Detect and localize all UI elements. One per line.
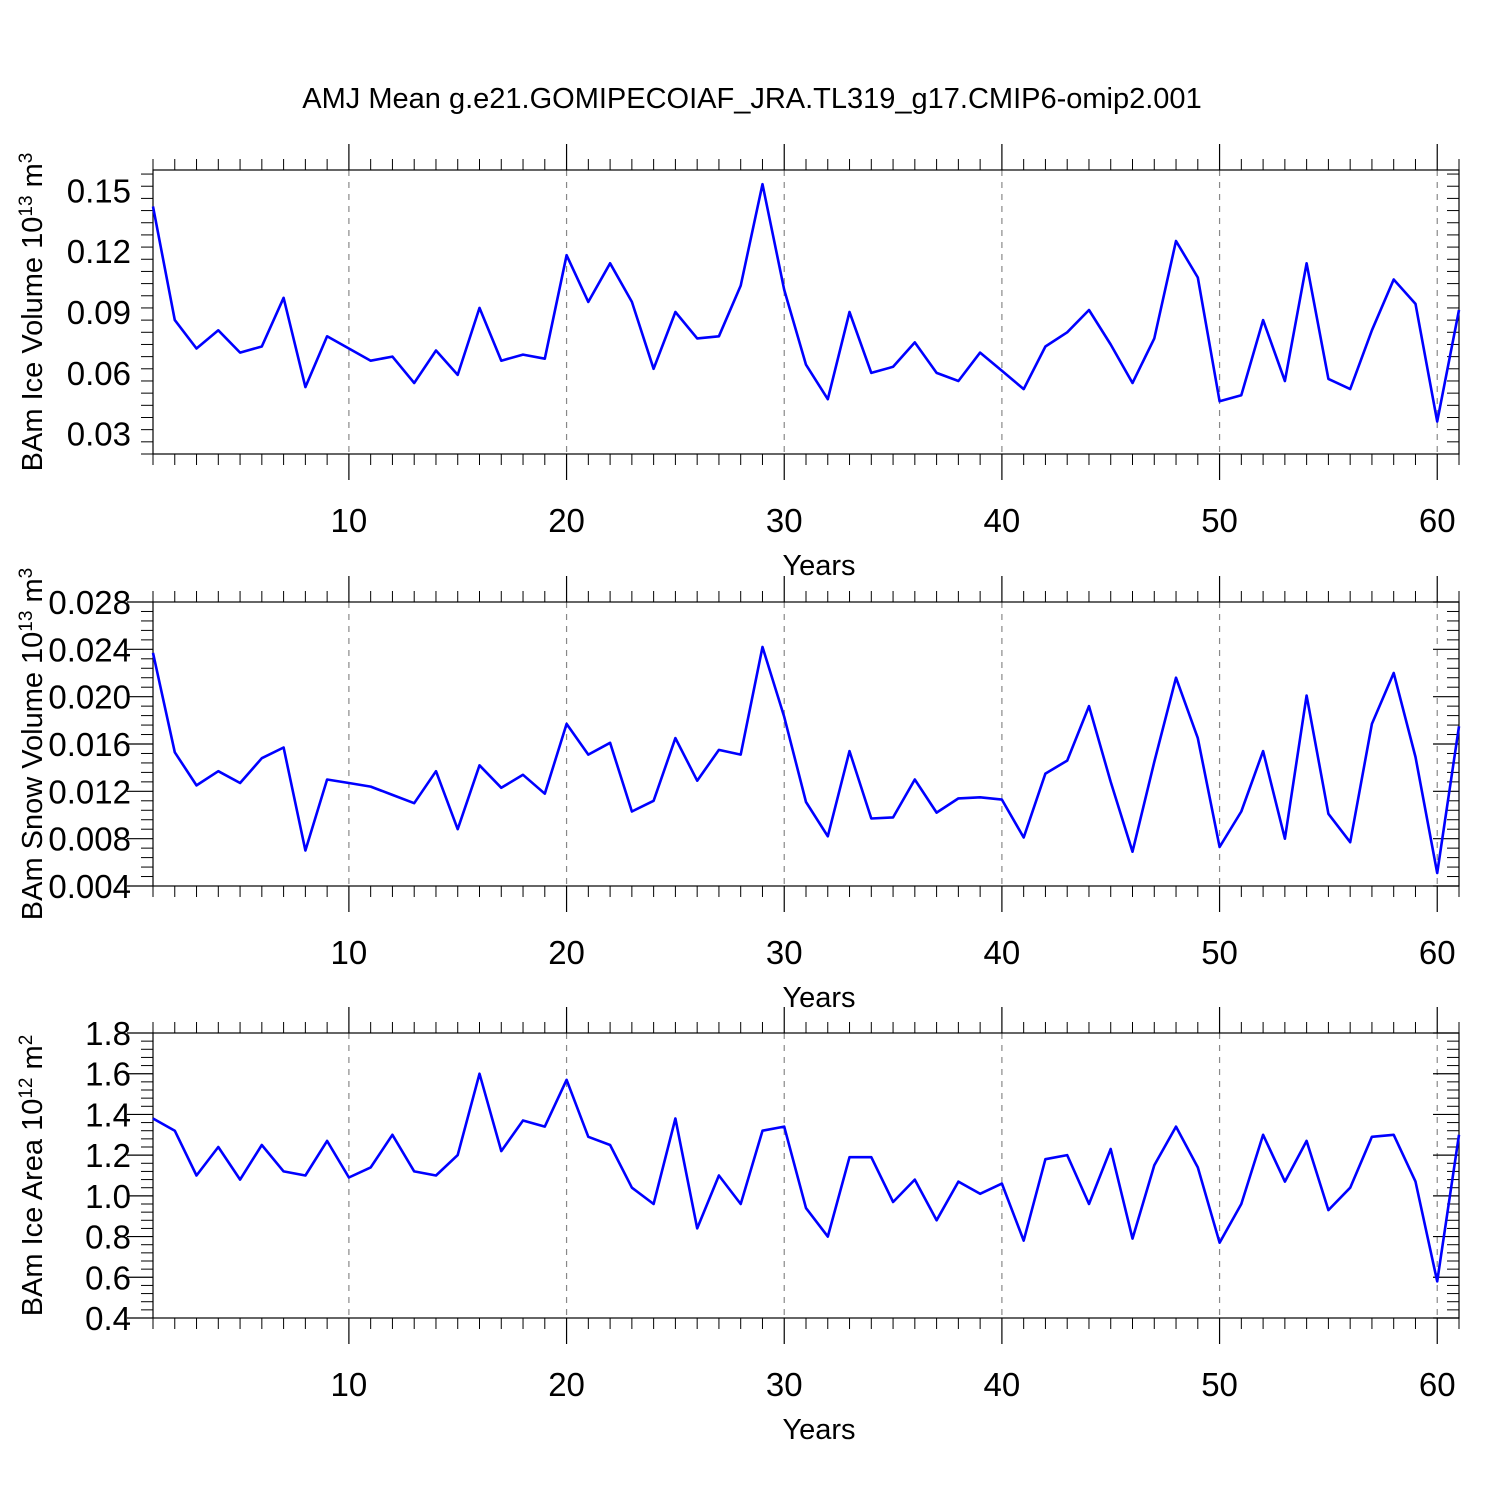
x-tick-label: 30 bbox=[766, 934, 803, 971]
panel-3: 0.4 0.60.8 1.0 1.2 1.41.6 1.8 10 20 30 40 50 60 Year… bbox=[16, 1007, 1461, 1446]
y-tick-label: 0.004 bbox=[48, 868, 131, 905]
y-tick-label: 0.06 bbox=[67, 355, 131, 392]
y-tick-label: 0.03 bbox=[67, 416, 131, 453]
y-tick-label: 1.0 bbox=[85, 1178, 131, 1215]
y-tick-label: 0.020 bbox=[48, 679, 131, 716]
y-tick-label: 0.008 bbox=[48, 821, 131, 858]
x-tick-label: 40 bbox=[984, 1366, 1021, 1403]
x-tick-label: 30 bbox=[766, 502, 803, 539]
y-tick-label: 1.8 bbox=[85, 1015, 131, 1052]
x-tick-label: 20 bbox=[548, 502, 585, 539]
x-axis-title: Years bbox=[782, 1414, 855, 1446]
x-axis-title: Years bbox=[782, 982, 855, 1014]
x-tick-label: 40 bbox=[984, 934, 1021, 971]
x-tick-label: 50 bbox=[1201, 1366, 1238, 1403]
series-line-1 bbox=[152, 1072, 1461, 1283]
y-axis-title: BAm Ice Area 1012 m2 bbox=[16, 1035, 50, 1317]
y-tick-label: 0.12 bbox=[67, 233, 131, 270]
y-tick-label: 0.028 bbox=[48, 584, 131, 621]
y-tick-label: 0.6 bbox=[85, 1259, 131, 1296]
x-tick-label: 60 bbox=[1419, 502, 1456, 539]
panel-1: 0.03 0.06 0.09 0.12 0.15 10 20 30 40 50 60 Years BAm… bbox=[16, 144, 1461, 582]
y-tick-label: 0.016 bbox=[48, 726, 131, 763]
x-tick-label: 10 bbox=[331, 934, 368, 971]
y-axis-title: BAm Ice Volume 1013 m3 bbox=[16, 153, 50, 472]
x-tick-label: 30 bbox=[766, 1366, 803, 1403]
x-tick-label: 50 bbox=[1201, 934, 1238, 971]
x-tick-label: 60 bbox=[1419, 934, 1456, 971]
x-tick-label: 20 bbox=[548, 934, 585, 971]
y-axis-title: BAm Snow Volume 1013 m3 bbox=[16, 568, 50, 920]
y-tick-label: 0.4 bbox=[85, 1300, 131, 1337]
x-tick-label: 60 bbox=[1419, 1366, 1456, 1403]
y-tick-label: 0.8 bbox=[85, 1219, 131, 1256]
y-tick-label: 1.4 bbox=[85, 1096, 131, 1133]
x-tick-label: 20 bbox=[548, 1366, 585, 1403]
x-tick-label: 10 bbox=[331, 502, 368, 539]
y-tick-label: 0.012 bbox=[48, 773, 131, 810]
x-tick-label: 40 bbox=[984, 502, 1021, 539]
y-tick-label: 1.2 bbox=[85, 1137, 131, 1174]
x-tick-label: 50 bbox=[1201, 502, 1238, 539]
y-tick-label: 0.15 bbox=[67, 172, 131, 209]
figure-title: AMJ Mean g.e21.GOMIPECOIAF_JRA.TL319_g17… bbox=[302, 83, 1201, 115]
y-tick-label: 0.024 bbox=[48, 631, 131, 668]
x-axis-title: Years bbox=[782, 550, 855, 582]
x-tick-label: 10 bbox=[331, 1366, 368, 1403]
y-tick-label: 1.6 bbox=[85, 1056, 131, 1093]
series-line-1 bbox=[151, 645, 1461, 875]
y-tick-label: 0.09 bbox=[67, 294, 131, 331]
series-line-1 bbox=[151, 182, 1461, 423]
panel-2: 0.004 0.008 0.012 0.016 0.020 0.024 0.028 10 20 3… bbox=[16, 568, 1461, 1014]
